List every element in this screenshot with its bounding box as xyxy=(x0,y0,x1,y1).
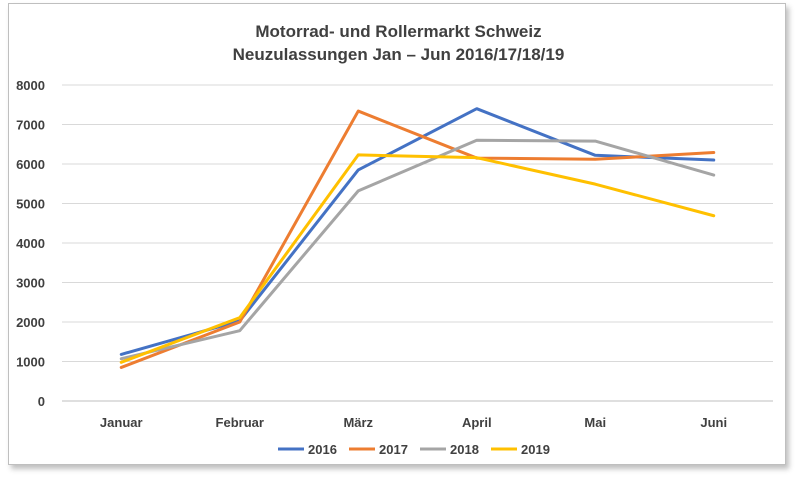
chart-frame xyxy=(8,3,786,465)
x-tick-label: März xyxy=(343,415,373,430)
y-tick-label: 6000 xyxy=(16,157,45,172)
legend-label: 2016 xyxy=(308,442,337,457)
chart-subtitle: Neuzulassungen Jan – Jun 2016/17/18/19 xyxy=(232,45,565,64)
x-tick-label: Mai xyxy=(584,415,606,430)
chart-title: Motorrad- und Rollermarkt Schweiz xyxy=(255,22,542,41)
legend-label: 2019 xyxy=(521,442,550,457)
legend-label: 2017 xyxy=(379,442,408,457)
y-tick-label: 1000 xyxy=(16,355,45,370)
y-tick-label: 5000 xyxy=(16,197,45,212)
legend: 2016 2017 2018 2019 xyxy=(278,442,550,457)
series-line-2019 xyxy=(119,153,716,364)
y-tick-label: 4000 xyxy=(16,236,45,251)
y-axis-ticks: 0 1000 2000 3000 4000 5000 6000 7000 8000 xyxy=(16,78,45,409)
y-tick-label: 2000 xyxy=(16,315,45,330)
series-line-2018 xyxy=(119,138,716,361)
y-tick-label: 3000 xyxy=(16,276,45,291)
series-line-2017 xyxy=(119,109,716,369)
x-tick-label: Januar xyxy=(100,415,143,430)
series-lines xyxy=(119,107,716,369)
legend-label: 2018 xyxy=(450,442,479,457)
x-tick-label: Februar xyxy=(216,415,264,430)
y-tick-label: 8000 xyxy=(16,78,45,93)
gridlines xyxy=(62,84,773,402)
y-tick-label: 7000 xyxy=(16,118,45,133)
x-tick-label: Juni xyxy=(700,415,727,430)
y-tick-label: 0 xyxy=(38,394,45,409)
series-line-2016 xyxy=(119,107,716,356)
x-tick-label: April xyxy=(462,415,492,430)
x-axis-ticks: Januar Februar März April Mai Juni xyxy=(100,415,727,430)
